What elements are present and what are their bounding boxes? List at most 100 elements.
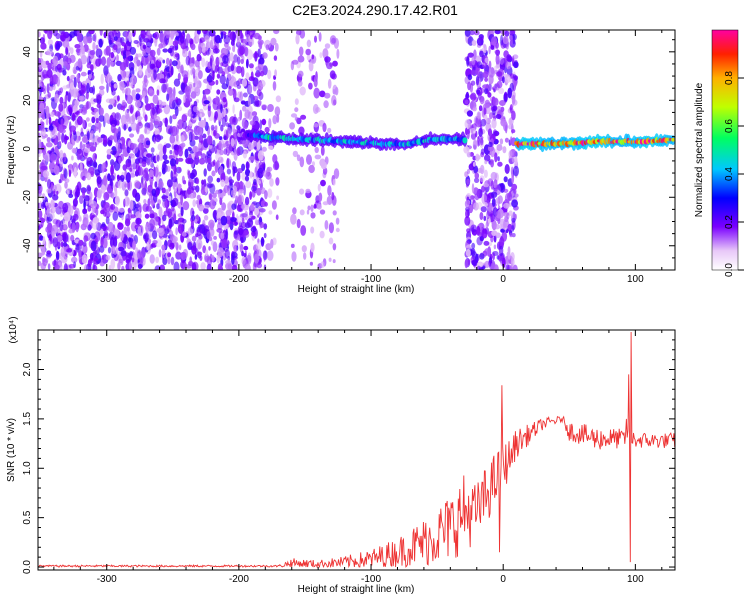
noise-blob	[44, 30, 48, 35]
noise-blob	[120, 174, 125, 181]
noise-blob	[64, 181, 68, 189]
noise-blob	[47, 263, 51, 270]
noise-blob	[92, 264, 98, 270]
noise-blob	[237, 225, 244, 235]
noise-blob	[466, 244, 472, 249]
noise-blob	[169, 150, 173, 155]
noise-blob	[52, 55, 59, 65]
noise-blob	[267, 69, 272, 80]
noise-blob	[72, 88, 79, 98]
noise-blob	[491, 118, 497, 129]
noise-blob	[162, 214, 167, 222]
noise-blob	[228, 265, 233, 270]
noise-blob	[63, 263, 68, 270]
noise-blob	[91, 116, 96, 124]
noise-blob	[136, 53, 143, 58]
noise-blob	[200, 153, 207, 160]
noise-blob	[38, 252, 43, 258]
noise-blob	[193, 135, 200, 140]
noise-blob	[291, 251, 297, 262]
noise-blob	[110, 150, 117, 155]
noise-blob	[267, 104, 274, 112]
signal-band	[236, 127, 675, 153]
noise-blob	[322, 201, 329, 206]
noise-blob	[50, 199, 55, 210]
noise-blob	[213, 235, 218, 240]
noise-blob	[170, 65, 174, 76]
noise-blob	[196, 126, 203, 136]
noise-blob	[309, 261, 313, 266]
noise-blob	[46, 179, 52, 189]
noise-blob	[306, 54, 311, 61]
noise-blob	[472, 102, 476, 109]
noise-blob	[299, 209, 305, 216]
colorbar-tick-label: 0.0	[724, 263, 735, 277]
noise-blob	[221, 239, 228, 249]
noise-blob	[167, 252, 172, 258]
noise-blob	[69, 125, 77, 132]
noise-blob	[467, 258, 471, 266]
noise-blob	[194, 254, 198, 260]
noise-blob	[69, 47, 74, 55]
noise-blob	[113, 83, 118, 89]
noise-blob	[324, 43, 331, 49]
y-tick-label: -40	[22, 238, 33, 253]
noise-blob	[239, 91, 243, 102]
noise-blob	[62, 85, 68, 90]
noise-blob	[79, 161, 83, 173]
noise-blob	[134, 62, 138, 72]
y-tick-label: 1.0	[22, 461, 33, 475]
noise-blob	[499, 100, 506, 106]
noise-blob	[57, 90, 62, 96]
noise-blob	[59, 149, 64, 160]
noise-blob	[479, 123, 483, 133]
noise-blob	[219, 74, 226, 85]
noise-blob	[305, 188, 311, 194]
noise-blob	[291, 59, 299, 65]
noise-blob	[138, 142, 144, 151]
noise-blob	[154, 134, 161, 143]
noise-blob	[320, 146, 325, 156]
noise-blob	[262, 250, 268, 261]
noise-blob	[191, 214, 196, 222]
noise-blob	[135, 88, 141, 93]
noise-blob	[91, 219, 98, 230]
noise-blob	[148, 89, 155, 97]
noise-blob	[210, 240, 215, 246]
noise-blob	[491, 108, 496, 116]
noise-blob	[332, 84, 338, 95]
noise-blob	[167, 257, 171, 265]
noise-blob	[207, 162, 212, 172]
noise-blob	[466, 178, 470, 185]
noise-blob	[142, 44, 147, 50]
noise-blob	[164, 65, 170, 71]
noise-blob	[493, 130, 500, 137]
noise-blob	[464, 199, 470, 208]
noise-blob	[135, 100, 142, 108]
noise-blob	[506, 54, 512, 62]
noise-blob	[144, 213, 150, 219]
noise-blob	[71, 256, 78, 263]
noise-blob	[78, 95, 86, 102]
noise-blob	[300, 225, 307, 236]
noise-blob	[464, 99, 469, 105]
noise-blob	[56, 63, 62, 71]
noise-blob	[482, 71, 489, 79]
noise-blob	[478, 105, 483, 112]
noise-blob	[498, 87, 505, 95]
noise-blob	[465, 209, 470, 219]
noise-blob	[216, 228, 223, 233]
noise-blob	[120, 105, 124, 111]
noise-blob	[230, 189, 237, 197]
colorbar-tick-label: 0.6	[724, 119, 735, 133]
noise-blob	[89, 86, 94, 94]
noise-blob	[103, 31, 107, 39]
noise-blob	[155, 256, 160, 263]
noise-blob	[242, 150, 248, 159]
noise-blob	[41, 113, 46, 120]
noise-blob	[94, 169, 101, 176]
noise-blob	[226, 77, 229, 87]
noise-blob	[232, 104, 235, 114]
noise-blob	[257, 238, 260, 244]
noise-blob	[484, 87, 489, 95]
